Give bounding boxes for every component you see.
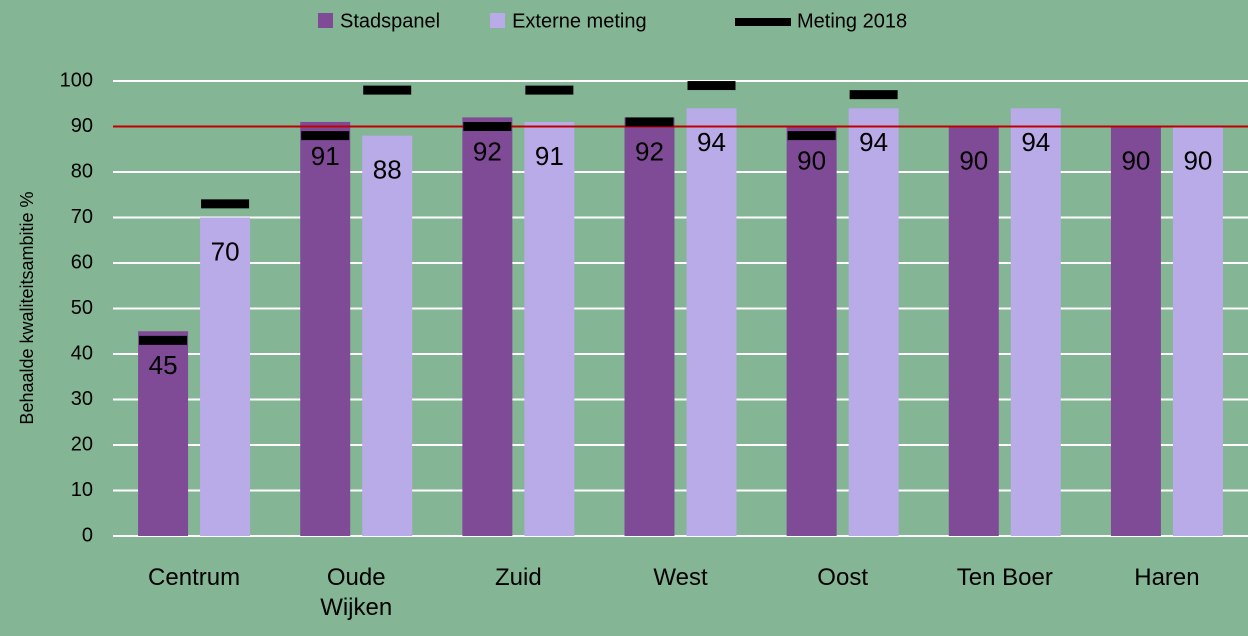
y-tick-label: 10 <box>71 479 93 501</box>
data-label: 91 <box>311 141 340 171</box>
legend-label: Stadspanel <box>340 10 440 32</box>
y-tick-label: 90 <box>71 115 93 137</box>
y-tick-label: 50 <box>71 297 93 319</box>
data-label: 94 <box>697 127 726 157</box>
data-label: 90 <box>959 145 988 175</box>
legend-swatch <box>318 13 333 28</box>
bar <box>948 126 999 536</box>
data-label: 88 <box>373 154 402 184</box>
bar <box>1110 126 1161 536</box>
legend-swatch <box>735 18 791 26</box>
bar <box>524 121 575 536</box>
bar <box>786 126 837 536</box>
marker <box>301 131 350 141</box>
data-label: 94 <box>1021 127 1050 157</box>
y-tick-label: 0 <box>82 524 93 546</box>
legend-label: Externe meting <box>512 10 647 32</box>
data-label: 92 <box>635 136 664 166</box>
x-tick-label: West <box>653 564 708 591</box>
x-tick-label: Haren <box>1134 564 1200 591</box>
data-label: 94 <box>859 127 888 157</box>
y-tick-label: 70 <box>71 206 93 228</box>
data-label: 90 <box>1183 145 1212 175</box>
legend-swatch <box>490 13 506 28</box>
x-tick-label: Ten Boer <box>956 564 1053 591</box>
marker <box>687 81 736 91</box>
legend-label: Meting 2018 <box>797 10 907 32</box>
y-tick-label: 100 <box>60 69 93 91</box>
bar <box>624 117 675 537</box>
data-label: 91 <box>535 141 564 171</box>
marker <box>849 90 898 100</box>
y-tick-label: 60 <box>71 251 93 273</box>
bar <box>362 135 413 536</box>
marker <box>463 122 512 131</box>
y-axis-label: Behaalde kwaliteitsambitie % <box>17 191 37 424</box>
marker <box>139 335 188 345</box>
bar <box>1010 108 1061 537</box>
marker <box>787 131 836 141</box>
y-tick-label: 20 <box>71 433 93 455</box>
bar <box>300 121 351 536</box>
marker <box>525 85 574 95</box>
marker <box>201 199 250 209</box>
marker <box>625 117 674 127</box>
data-label: 92 <box>473 136 502 166</box>
marker <box>363 85 412 95</box>
data-label: 70 <box>211 236 240 266</box>
x-tick-label: Oude Wijken <box>320 564 393 621</box>
data-label: 45 <box>149 350 178 380</box>
bar <box>200 217 251 536</box>
x-tick-label: Zuid <box>495 564 542 591</box>
y-tick-label: 30 <box>71 388 93 410</box>
bar <box>462 117 513 537</box>
bar <box>848 108 899 537</box>
x-tick-label: Centrum <box>148 564 241 591</box>
y-tick-label: 40 <box>71 342 93 364</box>
bar <box>686 108 737 537</box>
data-label: 90 <box>1121 145 1150 175</box>
x-tick-label: Oost <box>817 564 868 591</box>
y-tick-label: 80 <box>71 160 93 182</box>
bar <box>138 331 189 536</box>
bar <box>1172 126 1223 536</box>
data-label: 90 <box>797 145 826 175</box>
